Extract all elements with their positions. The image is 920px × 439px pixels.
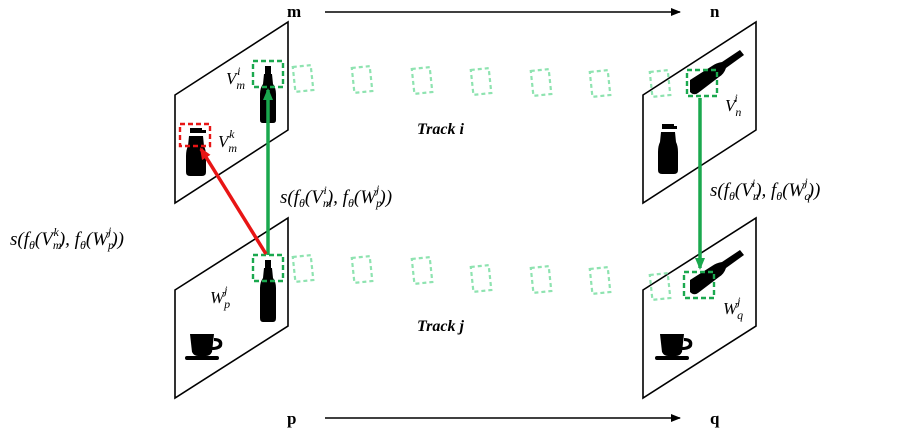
track-j-boxes [291, 253, 672, 302]
frame-label-wq-j: Wqj [723, 294, 743, 322]
track-box [529, 264, 553, 295]
label-m: m [287, 2, 301, 21]
track-i-boxes [291, 63, 672, 99]
track-box [469, 263, 493, 294]
track-box [291, 63, 315, 94]
selected-box-wp-j [251, 253, 285, 283]
track-box [410, 65, 434, 96]
coffee-cup-icon [185, 334, 223, 360]
label-n: n [710, 2, 720, 21]
selected-box-vn-i [685, 68, 719, 98]
track-box [648, 271, 672, 302]
track-box [529, 67, 553, 98]
selected-box-wq-j [682, 270, 716, 300]
selected-box-vm-i [251, 59, 285, 89]
frame-label-vm-k: Vmk [218, 127, 237, 155]
bottle-icon [690, 250, 744, 295]
track-j-label: Track j [417, 318, 465, 335]
track-box [350, 254, 374, 285]
coffee-cup-icon [655, 334, 693, 360]
track-box [410, 255, 434, 286]
negative-box-vm-k [178, 122, 212, 148]
label-p: p [287, 409, 296, 428]
formula-s-vm-wp: s(fθ(Vmi), fθ(Wpj)) [280, 182, 392, 210]
formula-s-vn-wq: s(fθ(Vni), fθ(Wqj)) [710, 175, 820, 203]
track-box [588, 265, 612, 296]
track-box [350, 64, 374, 95]
track-box [291, 253, 315, 284]
sports-bottle-icon [658, 124, 678, 174]
frame-label-vm-i: Vmi [226, 64, 245, 92]
frame-label-wp-j: Wpj [210, 283, 230, 311]
negative-arrow-vmk-wp [199, 147, 268, 255]
label-q: q [710, 409, 720, 428]
formula-s-vmk-wp: s(fθ(Vmk), fθ(Wpj)) [10, 224, 124, 252]
frame-label-vn-i: Vni [725, 91, 741, 119]
track-box [469, 66, 493, 97]
track-i-label: Track i [417, 121, 465, 138]
track-box [588, 68, 612, 99]
track-box [648, 68, 672, 99]
